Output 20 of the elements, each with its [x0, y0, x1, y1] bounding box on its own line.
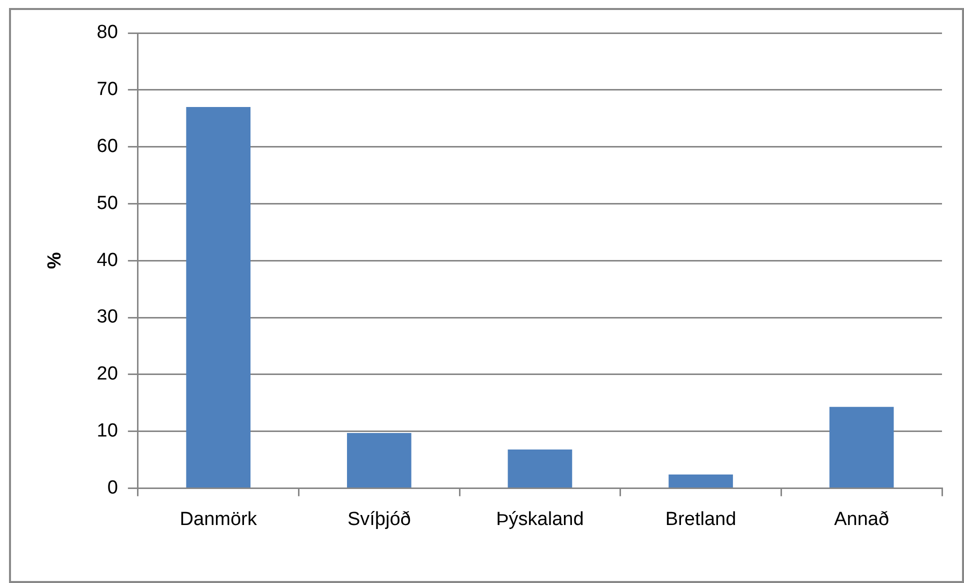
y-tick-label: 40	[96, 250, 118, 271]
y-tick-label: 70	[96, 79, 118, 100]
bar	[508, 450, 572, 488]
bar	[346, 433, 412, 488]
x-tick-label: Þýskaland	[496, 508, 584, 530]
x-tick-label: Svíþjóð	[347, 508, 411, 530]
bar	[186, 106, 251, 488]
y-axis-title: %	[44, 252, 66, 270]
y-tick-label: 10	[96, 420, 118, 442]
x-tick-label: Bretland	[665, 508, 736, 530]
y-tick-label: 80	[96, 22, 118, 44]
x-tick-label: Annað	[834, 508, 890, 530]
y-tick-label: 50	[96, 192, 118, 214]
bar	[668, 474, 733, 488]
y-tick-label: 20	[96, 364, 118, 385]
x-tick-label: Danmörk	[180, 508, 258, 530]
y-tick-label: 60	[96, 136, 118, 158]
y-tick-label: 0	[107, 477, 118, 498]
bar	[829, 406, 894, 488]
y-tick-label: 30	[96, 306, 118, 328]
